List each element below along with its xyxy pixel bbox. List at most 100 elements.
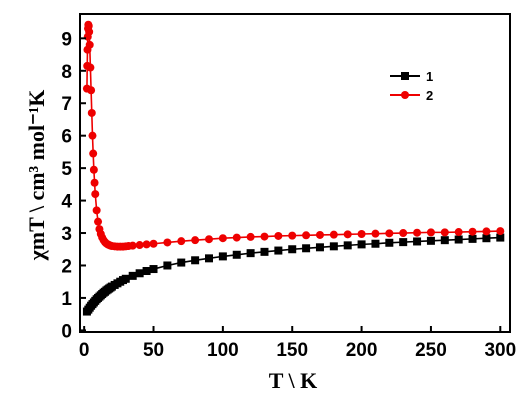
data-point-1 [315, 243, 324, 252]
data-point-1 [232, 250, 241, 259]
y-tick-label: 6 [61, 127, 72, 148]
data-point-2 [85, 40, 94, 49]
y-tick-label: 8 [61, 62, 72, 83]
data-point-2 [94, 217, 103, 226]
data-point-2 [399, 229, 408, 238]
data-point-2 [468, 227, 477, 236]
data-point-2 [88, 131, 97, 140]
data-point-1 [371, 239, 380, 248]
data-point-2 [232, 233, 241, 242]
y-tick-label: 5 [61, 159, 72, 180]
data-point-2 [177, 237, 186, 246]
plot-frame [79, 13, 511, 333]
y-tick-label: 3 [61, 224, 72, 245]
y-axis-ticks: 0 1 2 3 4 5 6 7 8 9 [61, 29, 86, 342]
data-point-1 [496, 233, 505, 242]
legend-marker-2 [401, 91, 409, 99]
data-point-2 [357, 230, 366, 239]
x-tick-label: 250 [415, 340, 447, 361]
data-point-1 [357, 240, 366, 249]
legend-marker-1 [401, 72, 409, 80]
data-point-2 [440, 228, 449, 237]
data-point-1 [191, 256, 200, 265]
data-point-2 [85, 27, 94, 36]
y-tick-label: 4 [61, 192, 72, 213]
data-point-2 [343, 230, 352, 239]
data-point-2 [302, 231, 311, 240]
x-tick-label: 50 [143, 340, 164, 361]
y-tick-label: 9 [61, 29, 72, 50]
data-point-1 [329, 242, 338, 251]
data-point-2 [371, 229, 380, 238]
x-tick-label: 100 [207, 340, 239, 361]
data-point-1 [302, 244, 311, 253]
data-point-2 [496, 227, 505, 236]
y-tick-label: 7 [61, 94, 72, 115]
data-point-1 [205, 254, 213, 263]
data-point-2 [87, 108, 96, 117]
data-point-2 [205, 235, 213, 244]
data-point-1 [121, 274, 130, 283]
x-axis-ticks: 0 50 100 150 200 250 300 [79, 326, 516, 361]
legend-entry-2: 2 [390, 88, 433, 103]
series-line-2 [86, 24, 501, 248]
data-point-2 [274, 231, 283, 240]
data-point-2 [260, 232, 269, 241]
data-point-1 [274, 246, 283, 255]
data-point-2 [426, 228, 435, 237]
data-point-2 [191, 236, 200, 245]
data-point-1 [454, 235, 463, 244]
data-point-2 [315, 230, 324, 239]
y-tick-label: 1 [61, 289, 72, 310]
data-point-2 [163, 238, 172, 247]
y-tick-label: 0 [61, 321, 72, 342]
data-point-1 [163, 261, 172, 270]
data-point-1 [399, 238, 408, 247]
data-point-2 [135, 241, 144, 250]
data-point-2 [149, 239, 158, 248]
series-2 [82, 20, 505, 251]
data-point-2 [288, 231, 297, 240]
data-point-1 [440, 236, 449, 245]
x-tick-label: 200 [346, 340, 378, 361]
data-point-2 [89, 165, 98, 174]
data-point-1 [260, 247, 269, 256]
data-point-1 [149, 265, 158, 274]
legend-label-1: 1 [426, 69, 433, 84]
data-point-2 [128, 241, 137, 250]
x-tick-label: 150 [276, 340, 308, 361]
data-point-1 [218, 252, 227, 261]
data-point-1 [142, 266, 151, 275]
x-axis-title: T \ K [269, 368, 318, 393]
data-point-2 [91, 190, 100, 199]
data-point-1 [246, 249, 255, 258]
data-point-1 [426, 236, 435, 245]
series-1 [82, 233, 505, 316]
plot-layer [82, 20, 505, 316]
legend-entry-1: 1 [390, 69, 433, 84]
data-point-2 [482, 227, 491, 236]
data-point-2 [454, 228, 463, 237]
data-point-2 [246, 232, 255, 241]
data-point-1 [177, 258, 186, 267]
data-point-2 [84, 22, 93, 31]
legend-label-2: 2 [426, 88, 433, 103]
data-point-2 [329, 230, 338, 239]
data-point-1 [288, 245, 297, 254]
data-point-2 [413, 228, 422, 237]
data-point-2 [385, 229, 394, 238]
data-point-1 [482, 234, 491, 243]
data-point-1 [413, 237, 422, 246]
data-point-2 [142, 240, 151, 249]
data-point-1 [135, 269, 144, 278]
data-point-2 [87, 86, 96, 95]
legend: 1 2 [390, 69, 433, 103]
y-tick-label: 2 [61, 256, 72, 277]
x-tick-label: 0 [79, 340, 90, 361]
x-tick-label: 300 [484, 340, 516, 361]
y-axis-title: χmT \ cm³ mol⁻¹K [24, 90, 49, 262]
data-point-2 [218, 234, 227, 243]
data-point-2 [86, 63, 95, 72]
data-point-2 [89, 149, 98, 158]
